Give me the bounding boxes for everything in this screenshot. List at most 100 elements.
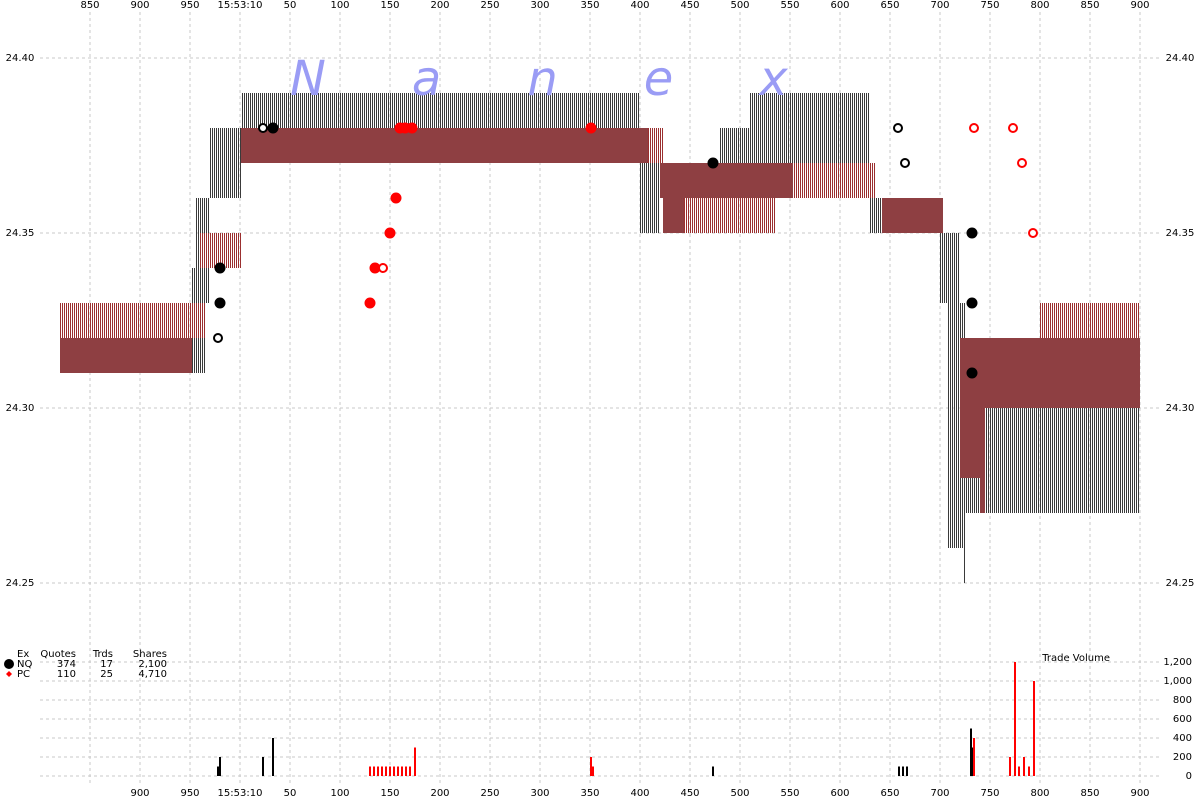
quote-band: [640, 163, 660, 233]
watermark: Nanex: [290, 51, 874, 107]
quote-band: [200, 233, 241, 268]
y-tick-label-left: 24.25: [6, 578, 35, 589]
legend-shares: 2,100: [138, 659, 167, 670]
quote-band-solid: [60, 338, 192, 373]
volume-tick-label: 800: [1173, 695, 1192, 706]
volume-bar: [973, 738, 975, 776]
volume-bar: [902, 766, 904, 776]
trade-point: [1017, 158, 1027, 168]
volume-bar: [373, 766, 375, 776]
quote-band: [648, 128, 663, 163]
legend-quotes: 110: [57, 669, 76, 680]
volume-tick-label: 1,000: [1163, 676, 1192, 687]
y-tick-label-right: 24.30: [1166, 403, 1195, 414]
x-tick-label-top: 700: [930, 0, 949, 11]
x-tick-label-top: 650: [880, 0, 899, 11]
x-tick-label-top: 950: [180, 0, 199, 11]
quote-band: [985, 408, 1140, 513]
volume-bar: [1028, 766, 1030, 776]
quote-band-solid: [663, 198, 684, 233]
trade-point: [966, 227, 978, 239]
trade-point: [585, 122, 597, 134]
y-tick-label-left: 24.30: [6, 403, 35, 414]
quote-bands: [60, 93, 1140, 583]
trade-point: [966, 297, 978, 309]
quote-band: [720, 128, 870, 163]
volume-tick-label: 1,200: [1163, 657, 1192, 668]
volume-bar: [385, 766, 387, 776]
volume-bar: [1023, 757, 1025, 776]
legend-marker: [4, 659, 14, 669]
quote-band-solid: [882, 198, 943, 233]
quote-band: [210, 128, 241, 198]
volume-bar: [1033, 681, 1035, 776]
trade-point: [384, 227, 396, 239]
volume-tick-label: 600: [1173, 714, 1192, 725]
volume-title: Trade Volume: [1041, 653, 1110, 664]
volume-bar: [906, 766, 908, 776]
x-tick-label-top: 450: [680, 0, 699, 11]
x-tick-label-top: 900: [130, 0, 149, 11]
trade-point: [1028, 228, 1038, 238]
legend-trades: 17: [100, 659, 113, 670]
trade-point: [214, 262, 226, 274]
x-tick-label-top: 350: [580, 0, 599, 11]
trade-point: [214, 297, 226, 309]
volume-bar: [272, 738, 274, 776]
trade-point: [969, 123, 979, 133]
trade-point: [900, 158, 910, 168]
volume-bar: [369, 766, 371, 776]
y-tick-label-left: 24.35: [6, 228, 35, 239]
volume-bar: [590, 757, 592, 776]
volume-bar: [397, 766, 399, 776]
trade-point: [966, 367, 978, 379]
volume-tick-label: 400: [1173, 733, 1192, 744]
x-tick-label-top: 50: [284, 0, 297, 11]
x-tick-label-top: 600: [830, 0, 849, 11]
legend-shares: 4,710: [138, 669, 167, 680]
volume-bar: [409, 766, 411, 776]
x-tick-label-bottom: 100: [330, 788, 349, 799]
quote-band: [750, 93, 870, 128]
trade-point: [390, 192, 402, 204]
trades: [213, 122, 1038, 379]
volume-bar: [592, 766, 594, 776]
volume-bar: [217, 766, 219, 776]
x-tick-label-bottom: 50: [284, 788, 297, 799]
x-tick-label-top: 200: [430, 0, 449, 11]
volume-bar: [414, 747, 416, 776]
legend-header: Shares: [133, 649, 167, 660]
x-tick-label-bottom: 800: [1030, 788, 1049, 799]
legend-trades: 25: [100, 669, 113, 680]
x-tick-label-top: 800: [1030, 0, 1049, 11]
y-tick-label-right: 24.35: [1166, 228, 1195, 239]
trade-point: [258, 123, 268, 133]
volume-bar: [1018, 766, 1020, 776]
volume-bar: [898, 766, 900, 776]
volume-bar: [1009, 757, 1011, 776]
x-tick-label-top: 550: [780, 0, 799, 11]
x-tick-label-bottom: 900: [130, 788, 149, 799]
quote-band: [870, 198, 882, 233]
volume-bar: [401, 766, 403, 776]
x-tick-label-top: 150: [380, 0, 399, 11]
legend-header: Trds: [92, 649, 113, 660]
volume-bar: [389, 766, 391, 776]
volume-bar: [712, 766, 714, 776]
quote-band: [793, 163, 875, 198]
quote-band: [963, 513, 965, 583]
volume-tick-label: 0: [1186, 771, 1192, 782]
x-tick-label-bottom: 250: [480, 788, 499, 799]
quote-band: [684, 198, 775, 233]
quote-band-solid: [660, 163, 793, 198]
x-tick-label-bottom: 950: [180, 788, 199, 799]
x-tick-label-bottom: 900: [1130, 788, 1149, 799]
x-tick-label-top: 750: [980, 0, 999, 11]
volume-tick-label: 200: [1173, 752, 1192, 763]
volume-bar: [393, 766, 395, 776]
trade-point: [707, 157, 719, 169]
legend-header: Ex: [17, 649, 29, 660]
x-tick-label-bottom: 400: [630, 788, 649, 799]
quote-band: [940, 233, 960, 303]
x-tick-label-top: 400: [630, 0, 649, 11]
